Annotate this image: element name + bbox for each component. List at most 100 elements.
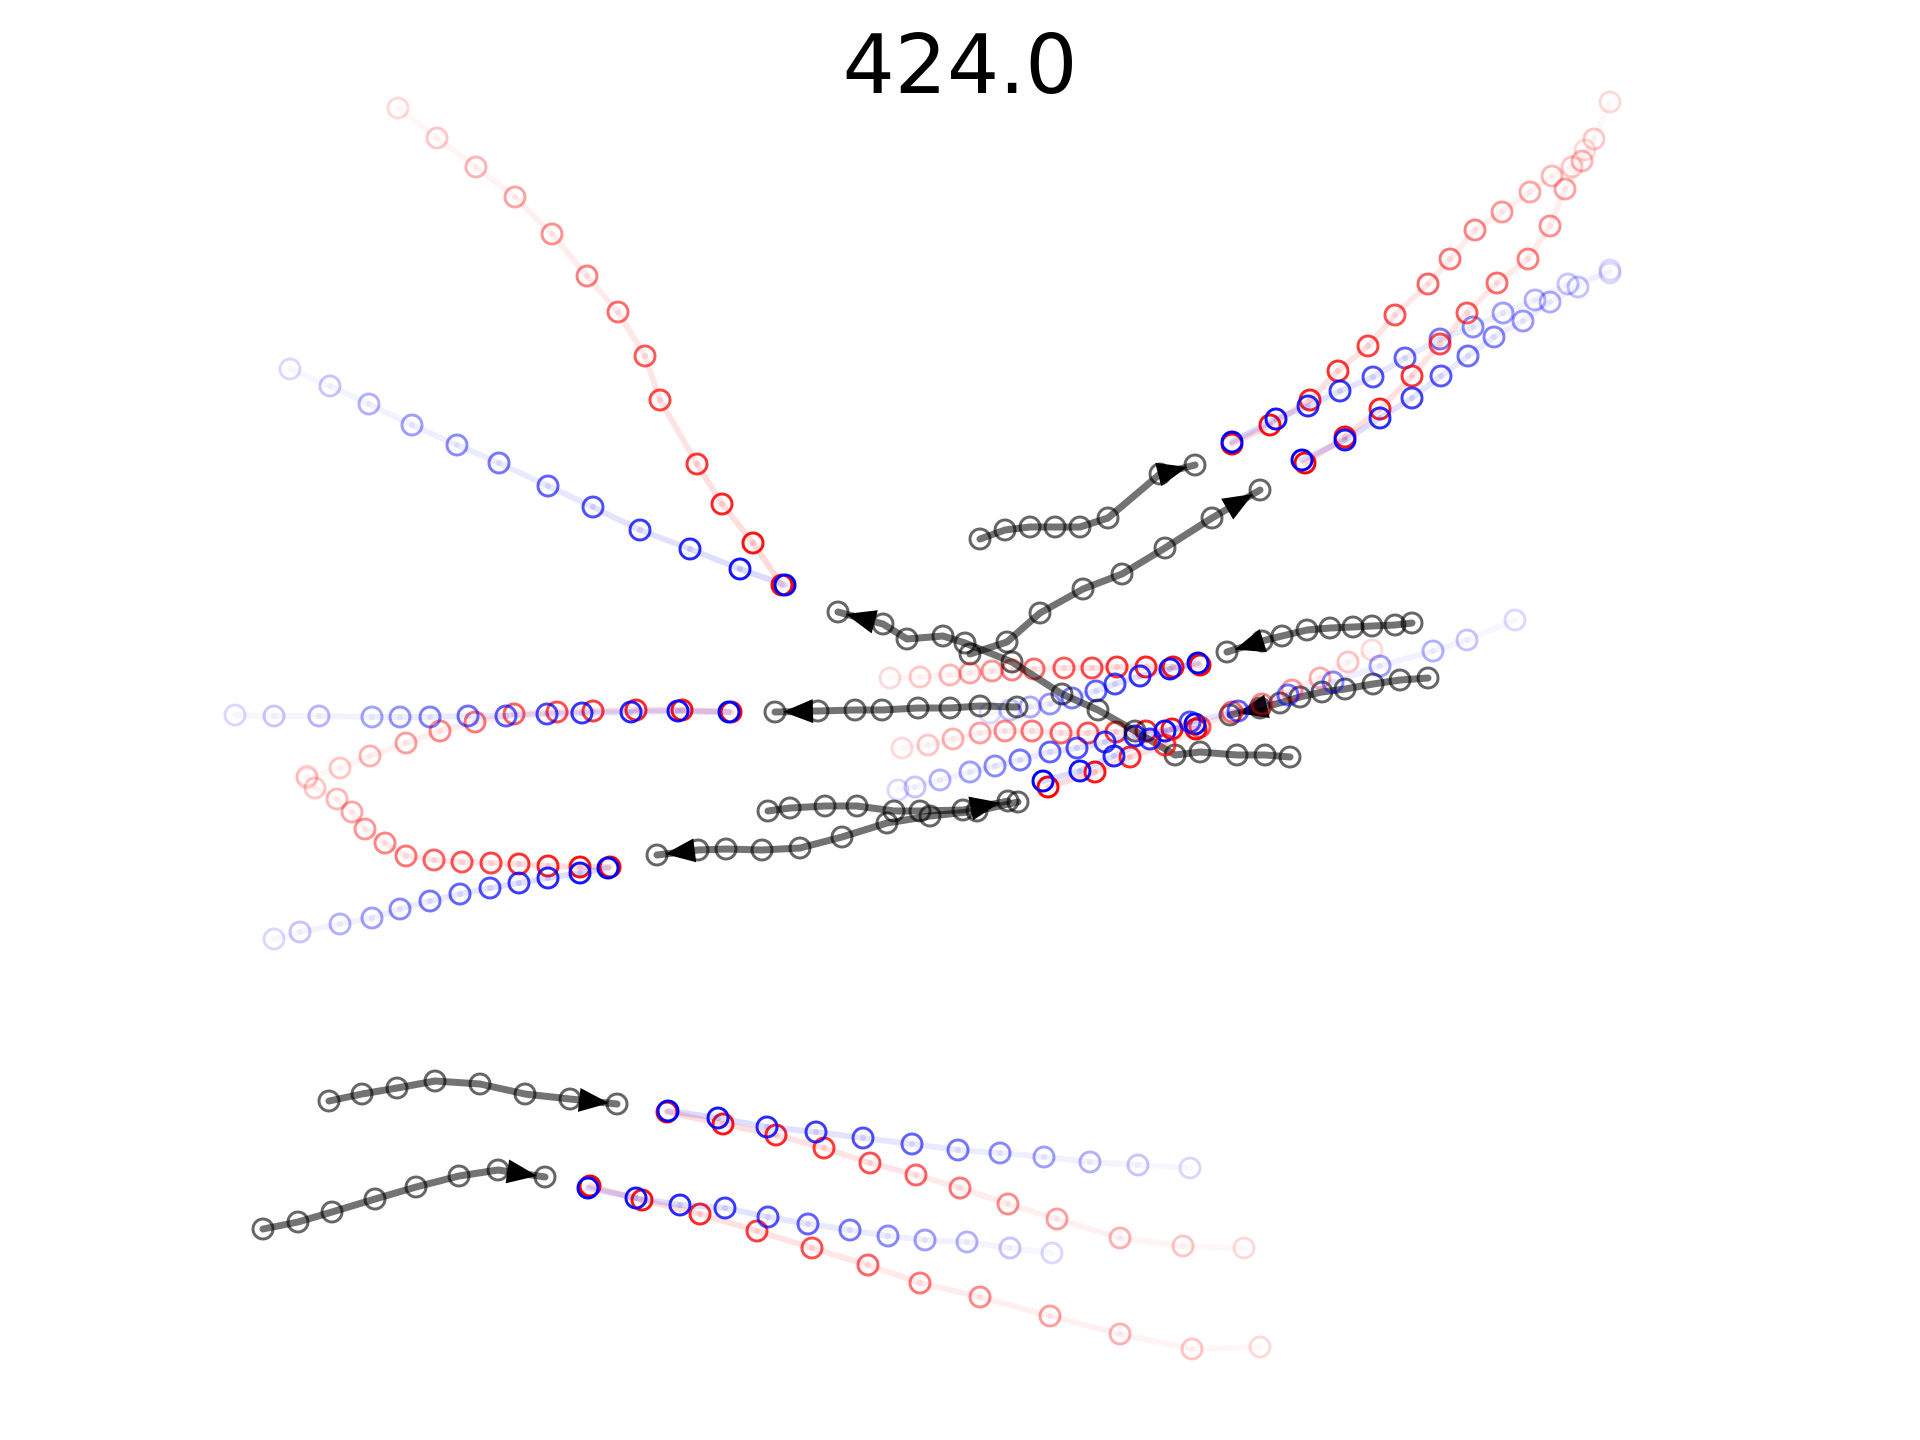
ground-truth-point [606,300,630,324]
prediction-point [851,1126,875,1150]
prediction-point [1078,1150,1102,1174]
ground-truth-point [1188,653,1212,677]
ground-truth-segment [488,860,522,867]
history-point [1361,672,1385,696]
history-point [1005,695,1029,719]
prediction-point [1128,664,1152,688]
ground-truth-point [575,264,599,288]
prediction-point [388,705,412,729]
ground-truth-segment [1307,368,1341,403]
prediction-point [1276,683,1300,707]
prediction-segment [1500,297,1538,316]
prediction-point [886,778,910,802]
ground-truth-point [1180,1337,1204,1361]
ground-truth-point [685,452,709,476]
history-point [350,1082,374,1106]
ground-truth-point [340,800,364,824]
history-point [826,600,850,624]
history-point [968,527,992,551]
ground-truth-point [450,850,474,874]
ground-truth-segment [977,1294,1053,1319]
ground-truth-point [878,666,902,690]
ground-truth-segment [459,859,494,866]
ground-truth-point [463,710,487,734]
ground-truth-segment [1031,665,1067,672]
prediction-segment [1467,620,1515,640]
prediction-point [360,906,384,930]
history-point [1086,698,1110,722]
ground-truth-point [394,731,418,755]
prediction-segment [687,546,743,572]
ground-truth-segment [890,677,920,678]
ground-truth-point [1540,164,1564,188]
history-point [605,1092,629,1116]
prediction-segment [1465,334,1497,359]
prediction-segment [964,1239,1013,1251]
ground-truth-point [325,787,349,811]
prediction-segment [337,915,375,927]
ground-truth-segment [1127,742,1168,760]
history-point [468,1072,492,1096]
history-point [1333,677,1357,701]
prediction-segment [1187,708,1241,725]
prediction-segment [637,527,693,552]
ground-truth-segment [1054,1216,1123,1241]
ground-truth-segment [1377,373,1415,412]
prediction-point [619,700,643,724]
ground-truth-point [711,1112,735,1136]
ground-truth-segment [554,708,596,715]
prediction-point [1220,430,1244,454]
prediction-segment [1491,318,1526,340]
prediction-point [536,866,560,890]
ground-truth-point [1485,271,1509,295]
prediction-segment [997,1150,1047,1160]
prediction-point [1226,699,1250,723]
prediction-segment [722,1205,771,1220]
ground-truth-point [890,736,914,760]
prediction-point [328,912,352,936]
ground-truth-point [1045,1207,1069,1231]
ground-truth-point [540,222,564,246]
ground-truth-point [425,126,449,150]
prediction-segment [427,713,471,720]
prediction-segment [366,401,415,428]
history-point [645,843,669,867]
ground-truth-point [1416,272,1440,296]
prediction-point [581,495,605,519]
direction-arrow-icon [968,796,1001,821]
ground-truth-segment [516,861,551,869]
prediction-segment [397,898,433,912]
prediction-segment [487,880,522,891]
agent-trajectory [223,694,1029,790]
direction-arrow-icon [1234,629,1267,653]
ground-truth-segment [977,728,1008,736]
prediction-point [388,897,412,921]
ground-truth-segment [1045,769,1098,790]
history-point [1050,682,1074,706]
prediction-segment [1438,353,1471,379]
prediction-point [656,1099,680,1123]
ground-truth-segment [867,1160,919,1178]
ground-truth-segment [865,1262,923,1286]
ground-truth-segment [925,736,956,748]
prediction-segment [316,713,375,720]
prediction-point [804,1120,828,1144]
prediction-point [1138,727,1162,751]
prediction-point [448,882,472,906]
prediction-segment [1337,374,1376,394]
prediction-segment [1010,1248,1052,1253]
prediction-segment [235,715,274,716]
prediction-segment [1111,736,1153,759]
prediction-point [1400,386,1424,410]
prediction-segment [1532,281,1571,303]
history-point [286,1210,310,1234]
prediction-point [624,1186,648,1210]
agent-trajectory [958,90,1622,666]
prediction-point [360,705,384,729]
ground-truth-segment [967,668,995,676]
ground-truth-segment [334,796,355,815]
prediction-point [1040,1241,1064,1265]
ground-truth-point [464,155,488,179]
ground-truth-segment [773,1132,827,1151]
prediction-segment [590,504,643,533]
